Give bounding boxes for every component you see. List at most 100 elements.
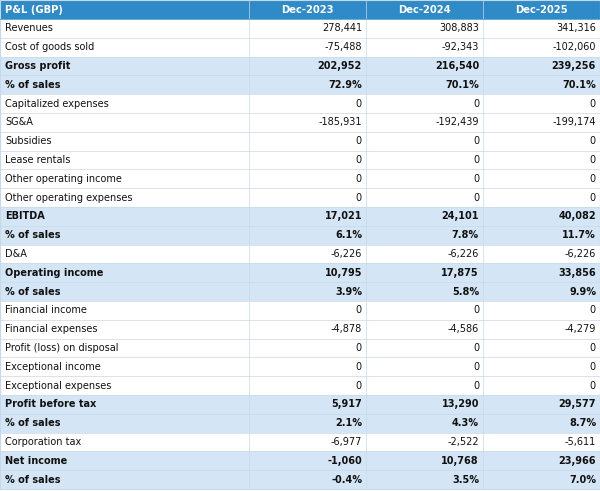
Text: -4,878: -4,878 [331, 324, 362, 334]
Text: D&A: D&A [5, 249, 27, 259]
Text: SG&A: SG&A [5, 117, 33, 127]
Text: Subsidies: Subsidies [5, 136, 52, 146]
Text: 9.9%: 9.9% [569, 287, 596, 297]
Text: -6,226: -6,226 [565, 249, 596, 259]
Text: Lease rentals: Lease rentals [5, 155, 70, 165]
Text: 23,966: 23,966 [559, 456, 596, 466]
Text: Other operating expenses: Other operating expenses [5, 192, 133, 203]
Text: 0: 0 [356, 343, 362, 353]
Text: EBITDA: EBITDA [5, 212, 45, 221]
Text: 0: 0 [590, 192, 596, 203]
Text: Financial expenses: Financial expenses [5, 324, 97, 334]
Text: % of sales: % of sales [5, 230, 61, 240]
Text: Exceptional income: Exceptional income [5, 362, 101, 372]
Text: % of sales: % of sales [5, 475, 61, 485]
Text: 0: 0 [590, 381, 596, 391]
Text: 0: 0 [356, 381, 362, 391]
Text: 7.8%: 7.8% [452, 230, 479, 240]
Text: 13,290: 13,290 [442, 399, 479, 409]
Bar [0, 132, 600, 151]
Text: 4.3%: 4.3% [452, 418, 479, 428]
Text: 0: 0 [356, 192, 362, 203]
Text: 239,256: 239,256 [552, 61, 596, 71]
Text: -4,586: -4,586 [448, 324, 479, 334]
Text: -185,931: -185,931 [319, 117, 362, 127]
Text: Financial income: Financial income [5, 305, 87, 315]
Text: 5.8%: 5.8% [452, 287, 479, 297]
Text: 7.0%: 7.0% [569, 475, 596, 485]
Text: 10,768: 10,768 [442, 456, 479, 466]
Text: 0: 0 [473, 99, 479, 109]
Bar [249, 0, 366, 19]
Text: -6,977: -6,977 [331, 437, 362, 447]
Text: 0: 0 [590, 99, 596, 109]
Text: P&L (GBP): P&L (GBP) [5, 4, 63, 15]
Bar [0, 188, 600, 207]
Text: 29,577: 29,577 [559, 399, 596, 409]
Text: 0: 0 [356, 305, 362, 315]
Bar [0, 226, 600, 245]
Text: 0: 0 [473, 155, 479, 165]
Text: 0: 0 [590, 343, 596, 353]
Text: -6,226: -6,226 [331, 249, 362, 259]
Text: -192,439: -192,439 [436, 117, 479, 127]
Text: 0: 0 [473, 192, 479, 203]
Text: -199,174: -199,174 [553, 117, 596, 127]
Text: Dec-2023: Dec-2023 [281, 4, 334, 15]
Bar [0, 395, 600, 414]
Bar [0, 56, 600, 76]
Text: -6,226: -6,226 [448, 249, 479, 259]
Text: Operating income: Operating income [5, 268, 103, 278]
Bar [0, 207, 600, 226]
Text: Capitalized expenses: Capitalized expenses [5, 99, 109, 109]
Text: 0: 0 [356, 136, 362, 146]
Text: 10,795: 10,795 [325, 268, 362, 278]
Text: 40,082: 40,082 [559, 212, 596, 221]
Text: 72.9%: 72.9% [328, 80, 362, 90]
Text: 70.1%: 70.1% [562, 80, 596, 90]
Text: 0: 0 [473, 343, 479, 353]
Text: -4,279: -4,279 [565, 324, 596, 334]
Text: Profit before tax: Profit before tax [5, 399, 96, 409]
Text: % of sales: % of sales [5, 80, 61, 90]
Bar [0, 357, 600, 376]
Text: 17,021: 17,021 [325, 212, 362, 221]
Bar [0, 38, 600, 56]
Text: 0: 0 [473, 136, 479, 146]
Bar [0, 282, 600, 301]
Bar [0, 263, 600, 282]
Text: Dec-2025: Dec-2025 [515, 4, 568, 15]
Text: 3.9%: 3.9% [335, 287, 362, 297]
Text: 5,917: 5,917 [331, 399, 362, 409]
Text: 0: 0 [473, 381, 479, 391]
Bar [0, 376, 600, 395]
Text: 0: 0 [473, 362, 479, 372]
Text: % of sales: % of sales [5, 287, 61, 297]
Bar [0, 433, 600, 451]
Text: 0: 0 [590, 305, 596, 315]
Bar [0, 94, 600, 113]
Text: Revenues: Revenues [5, 24, 53, 33]
Bar [0, 339, 600, 357]
Bar [0, 169, 600, 188]
Text: Net income: Net income [5, 456, 67, 466]
Text: 0: 0 [590, 155, 596, 165]
Text: 308,883: 308,883 [439, 24, 479, 33]
Text: % of sales: % of sales [5, 418, 61, 428]
Text: 70.1%: 70.1% [445, 80, 479, 90]
Bar [366, 0, 483, 19]
Text: 0: 0 [473, 305, 479, 315]
Bar [0, 320, 600, 339]
Text: 341,316: 341,316 [556, 24, 596, 33]
Bar [0, 414, 600, 433]
Text: 0: 0 [356, 99, 362, 109]
Text: Corporation tax: Corporation tax [5, 437, 81, 447]
Text: -92,343: -92,343 [442, 42, 479, 52]
Text: 216,540: 216,540 [435, 61, 479, 71]
Text: Exceptional expenses: Exceptional expenses [5, 381, 112, 391]
Text: Other operating income: Other operating income [5, 174, 122, 184]
Bar [483, 0, 600, 19]
Text: -1,060: -1,060 [327, 456, 362, 466]
Bar [0, 245, 600, 263]
Bar [0, 451, 600, 470]
